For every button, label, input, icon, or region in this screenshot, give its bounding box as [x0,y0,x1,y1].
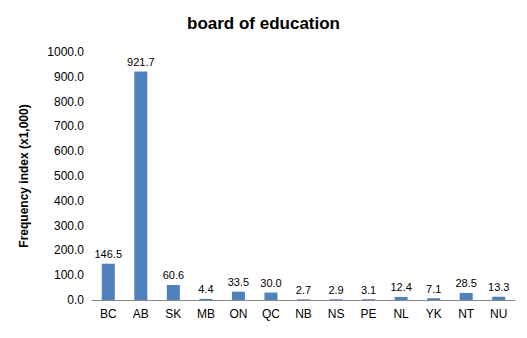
svg-text:AB: AB [133,307,149,321]
svg-text:800.0: 800.0 [54,95,84,109]
svg-text:PE: PE [361,307,377,321]
svg-text:400.0: 400.0 [54,194,84,208]
svg-text:600.0: 600.0 [54,144,84,158]
svg-text:300.0: 300.0 [54,219,84,233]
svg-text:100.0: 100.0 [54,268,84,282]
svg-text:NL: NL [393,307,409,321]
svg-text:146.5: 146.5 [95,248,123,260]
svg-text:200.0: 200.0 [54,243,84,257]
svg-text:board of education: board of education [187,14,340,33]
svg-text:700.0: 700.0 [54,119,84,133]
svg-text:NT: NT [458,307,475,321]
svg-text:3.1: 3.1 [361,284,376,296]
svg-text:QC: QC [262,307,280,321]
svg-text:NU: NU [490,307,507,321]
svg-text:7.1: 7.1 [426,283,441,295]
svg-text:Frequency index (x1,000): Frequency index (x1,000) [17,104,31,247]
svg-text:2.9: 2.9 [328,284,343,296]
svg-text:30.0: 30.0 [260,277,281,289]
svg-text:MB: MB [197,307,215,321]
svg-text:33.5: 33.5 [228,276,249,288]
svg-text:BC: BC [100,307,117,321]
svg-text:1000.0: 1000.0 [47,45,84,59]
svg-text:0.0: 0.0 [67,293,84,307]
svg-text:900.0: 900.0 [54,70,84,84]
svg-text:13.3: 13.3 [488,281,509,293]
svg-text:60.6: 60.6 [163,269,184,281]
svg-text:12.4: 12.4 [390,281,411,293]
svg-text:500.0: 500.0 [54,169,84,183]
svg-text:NS: NS [328,307,345,321]
svg-text:2.7: 2.7 [296,284,311,296]
svg-text:SK: SK [165,307,181,321]
svg-text:921.7: 921.7 [127,56,155,68]
svg-text:ON: ON [229,307,247,321]
svg-text:28.5: 28.5 [455,277,476,289]
svg-text:4.4: 4.4 [198,283,213,295]
svg-text:YK: YK [426,307,442,321]
svg-text:NB: NB [295,307,312,321]
